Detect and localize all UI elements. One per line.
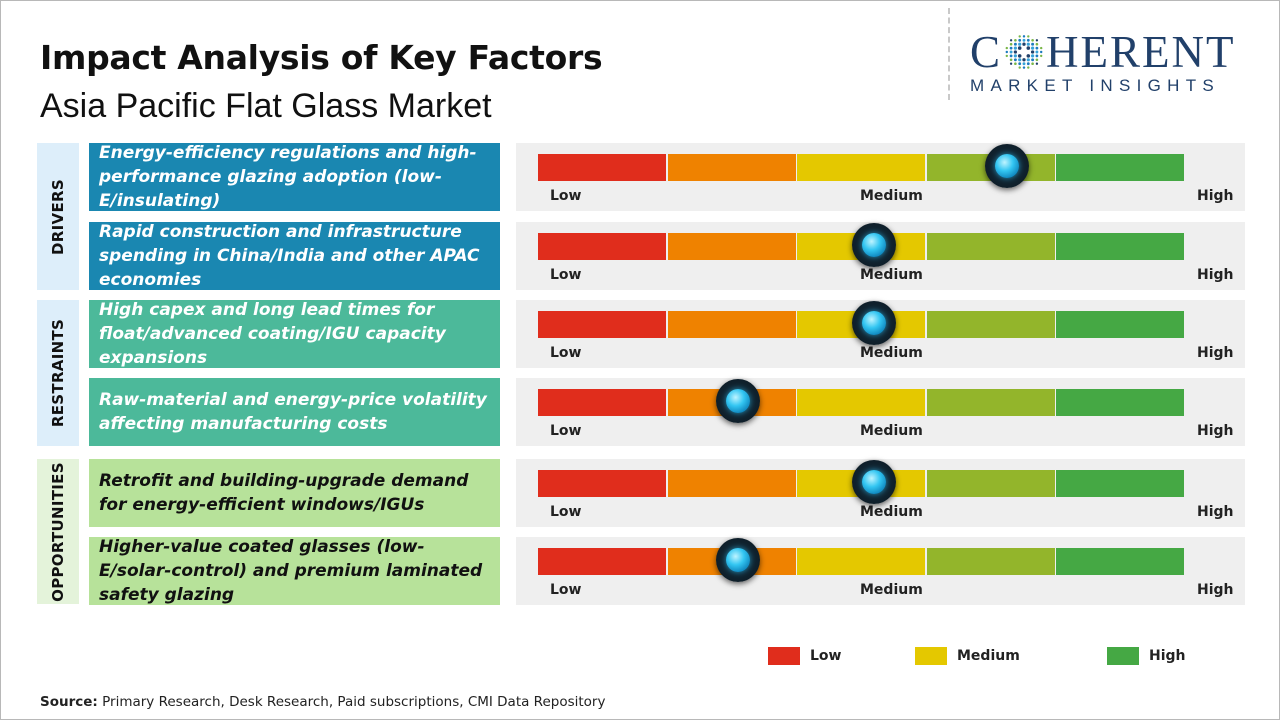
factor-label: Retrofit and building-upgrade demand for… bbox=[89, 459, 500, 527]
factor-label: Raw-material and energy-price volatility… bbox=[89, 378, 500, 446]
logo-dots-icon bbox=[1005, 35, 1043, 69]
scale-segment bbox=[926, 470, 1055, 497]
scale-segment bbox=[538, 470, 666, 497]
scale-segment bbox=[538, 311, 666, 338]
scale-segment bbox=[926, 548, 1055, 575]
scale-label-low: Low bbox=[550, 582, 582, 598]
logo-tagline: MARKET INSIGHTS bbox=[970, 76, 1221, 95]
scale-label-high: High bbox=[1197, 423, 1234, 439]
legend-label: Medium bbox=[957, 648, 1020, 664]
scale-label-high: High bbox=[1197, 188, 1234, 204]
legend-item-medium: Medium bbox=[915, 647, 1020, 665]
scale-segment bbox=[797, 548, 926, 575]
logo-wordmark: C HERENT bbox=[970, 27, 1265, 77]
source-note: Source: Primary Research, Desk Research,… bbox=[40, 694, 605, 710]
impact-gauge: Low Medium High bbox=[516, 378, 1245, 446]
legend-item-high: High bbox=[1107, 647, 1186, 665]
scale-segment bbox=[926, 311, 1055, 338]
scale-label-low: Low bbox=[550, 423, 582, 439]
scale-label-high: High bbox=[1197, 582, 1234, 598]
scale-label-low: Low bbox=[550, 188, 582, 204]
impact-marker-icon bbox=[852, 223, 897, 267]
scale-segment bbox=[797, 154, 926, 181]
scale-segment bbox=[538, 233, 666, 260]
scale-segment bbox=[926, 233, 1055, 260]
scale-label-medium: Medium bbox=[860, 504, 923, 520]
impact-gauge: Low Medium High bbox=[516, 222, 1245, 290]
source-label: Source: bbox=[40, 694, 98, 710]
factor-label: High capex and long lead times for float… bbox=[89, 300, 500, 368]
factor-label: Higher-value coated glasses (low-E/solar… bbox=[89, 537, 500, 605]
category-label: RESTRAINTS bbox=[49, 318, 68, 428]
scale-label-medium: Medium bbox=[860, 582, 923, 598]
category-drivers: DRIVERS bbox=[37, 143, 79, 290]
legend-item-low: Low bbox=[768, 647, 841, 665]
scale-segment bbox=[538, 154, 666, 181]
impact-gauge: Low Medium High bbox=[516, 537, 1245, 605]
scale-segment bbox=[797, 389, 926, 416]
legend-swatch bbox=[1107, 647, 1139, 665]
scale-label-high: High bbox=[1197, 345, 1234, 361]
category-label: OPPORTUNITIES bbox=[49, 461, 67, 602]
scale-segment bbox=[1056, 311, 1185, 338]
impact-marker-icon bbox=[716, 538, 761, 582]
scale-label-medium: Medium bbox=[860, 267, 923, 283]
scale-label-medium: Medium bbox=[860, 188, 923, 204]
page-subtitle: Asia Pacific Flat Glass Market bbox=[40, 87, 492, 125]
category-label: DRIVERS bbox=[49, 178, 67, 255]
scale-segment bbox=[667, 233, 796, 260]
scale-segment bbox=[1056, 154, 1185, 181]
impact-scale bbox=[538, 154, 1185, 181]
impact-marker-icon bbox=[852, 460, 897, 504]
scale-label-medium: Medium bbox=[860, 423, 923, 439]
scale-label-low: Low bbox=[550, 504, 582, 520]
logo-word-right: HERENT bbox=[1046, 27, 1236, 77]
company-logo: C HERENT MARKET INSIGHTS bbox=[970, 30, 1265, 100]
scale-label-medium: Medium bbox=[860, 345, 923, 361]
scale-segment bbox=[926, 389, 1055, 416]
impact-scale bbox=[538, 233, 1185, 260]
impact-gauge: Low Medium High bbox=[516, 300, 1245, 368]
factor-label: Rapid construction and infrastructure sp… bbox=[89, 222, 500, 290]
legend-swatch bbox=[768, 647, 800, 665]
scale-segment bbox=[667, 470, 796, 497]
scale-segment bbox=[1056, 548, 1185, 575]
scale-label-low: Low bbox=[550, 345, 582, 361]
impact-gauge: Low Medium High bbox=[516, 143, 1245, 211]
page-title: Impact Analysis of Key Factors bbox=[40, 38, 603, 77]
logo-divider bbox=[948, 8, 950, 100]
scale-label-low: Low bbox=[550, 267, 582, 283]
logo-word-left: C bbox=[970, 27, 1003, 77]
scale-segment bbox=[667, 154, 796, 181]
scale-segment bbox=[538, 548, 666, 575]
impact-marker-icon bbox=[984, 144, 1029, 188]
scale-segment bbox=[538, 389, 666, 416]
category-restraints: RESTRAINTS bbox=[37, 300, 79, 446]
legend-label: High bbox=[1149, 648, 1186, 664]
factor-label: Energy-efficiency regulations and high-p… bbox=[89, 143, 500, 211]
impact-scale bbox=[538, 389, 1185, 416]
impact-marker-icon bbox=[716, 379, 761, 423]
scale-segment bbox=[667, 311, 796, 338]
scale-segment bbox=[1056, 233, 1185, 260]
category-opportunities: OPPORTUNITIES bbox=[37, 459, 79, 604]
impact-marker-icon bbox=[852, 301, 897, 345]
impact-scale bbox=[538, 311, 1185, 338]
scale-label-high: High bbox=[1197, 267, 1234, 283]
source-text: Primary Research, Desk Research, Paid su… bbox=[97, 694, 606, 710]
impact-gauge: Low Medium High bbox=[516, 459, 1245, 527]
scale-label-high: High bbox=[1197, 504, 1234, 520]
scale-segment bbox=[1056, 470, 1185, 497]
legend-label: Low bbox=[810, 648, 842, 664]
impact-scale bbox=[538, 548, 1185, 575]
scale-segment bbox=[1056, 389, 1185, 416]
legend-swatch bbox=[915, 647, 947, 665]
